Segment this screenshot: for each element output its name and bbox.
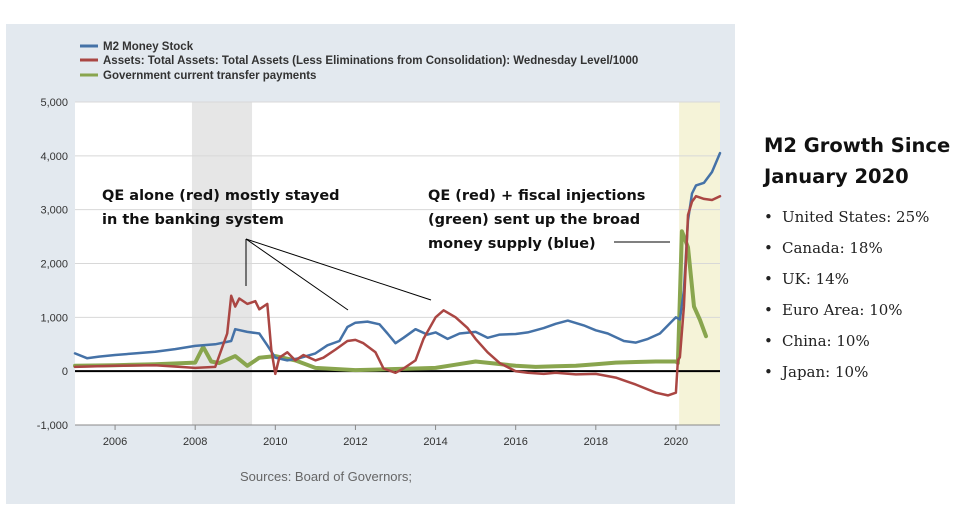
legend-label-m2: M2 Money Stock [103, 41, 194, 53]
list-item-text: Canada: 18% [782, 239, 883, 257]
y-tick-label: -1,000 [37, 420, 68, 432]
series-fed-assets-line [73, 194, 722, 397]
y-tick-label: 1,000 [40, 312, 68, 324]
x-tick-label: 2010 [263, 436, 287, 448]
list-item: • Japan: 10% [764, 363, 869, 381]
x-tick-label: 2014 [423, 436, 447, 448]
list-item: • United States: 25% [764, 208, 930, 226]
m2-growth-title: M2 Growth Since January 2020 [764, 130, 972, 192]
series-transfer-payments-line [73, 229, 708, 373]
m2-growth-panel: M2 Growth Since January 2020 • United Sta… [762, 130, 972, 388]
list-item: • Canada: 18% [764, 239, 883, 257]
annotation-pointer-line [245, 238, 432, 301]
annotation-qe-fiscal: QE (red) + fiscal injections (green) sen… [428, 188, 670, 252]
list-item-text: China: 10% [782, 332, 870, 350]
m2-growth-list: • United States: 25% • Canada: 18% • UK: 14… [762, 202, 972, 388]
legend: M2 Money Stock Assets: Total Assets: Tot… [80, 41, 638, 82]
annotation-qe-alone: QE alone (red) mostly stayed in the bank… [102, 188, 432, 311]
list-item: • UK: 14% [764, 270, 850, 288]
legend-label-fed-assets: Assets: Total Assets: Total Assets (Less… [103, 55, 638, 67]
y-tick-label: 3,000 [40, 205, 68, 217]
line-chart: 5,000 4,000 3,000 2,000 1,000 0 -1,000 2006 2008… [6, 24, 735, 504]
list-item-text: UK: 14% [782, 270, 850, 288]
list-item: • Euro Area: 10% [764, 301, 903, 319]
y-tick-label: 5,000 [40, 97, 68, 109]
y-tick-label: 2,000 [40, 259, 68, 271]
annotation-qe-fiscal-line-2: (green) sent up the broad [428, 212, 640, 228]
series-lines [73, 151, 722, 397]
x-tick-label: 2006 [103, 436, 127, 448]
annotation-qe-fiscal-line-3: money supply (blue) [428, 236, 596, 252]
y-tick-label: 0 [62, 366, 68, 378]
x-tick-label: 2020 [664, 436, 688, 448]
chart-source: Sources: Board of Governors; [240, 469, 412, 484]
annotation-pointer-line [245, 238, 349, 311]
list-item: • China: 10% [764, 332, 870, 350]
annotation-qe-alone-line-2: in the banking system [102, 212, 284, 228]
legend-label-transfers: Government current transfer payments [103, 70, 316, 82]
x-tick-label: 2016 [503, 436, 527, 448]
list-item-text: United States: 25% [782, 208, 930, 226]
annotation-qe-alone-line-1: QE alone (red) mostly stayed [102, 188, 340, 204]
annotation-qe-fiscal-line-1: QE (red) + fiscal injections [428, 188, 645, 204]
x-tick-label: 2018 [584, 436, 608, 448]
list-item-text: Japan: 10% [782, 363, 869, 381]
y-tick-label: 4,000 [40, 151, 68, 163]
axis-ticks: 5,000 4,000 3,000 2,000 1,000 0 -1,000 2006 2008… [37, 97, 688, 448]
x-tick-label: 2012 [343, 436, 367, 448]
m2-growth-title-line-1: M2 Growth Since [764, 134, 951, 157]
chart-panel: 5,000 4,000 3,000 2,000 1,000 0 -1,000 2006 2008… [6, 24, 735, 504]
x-tick-label: 2008 [183, 436, 207, 448]
series-m2-line [73, 151, 722, 362]
list-item-text: Euro Area: 10% [782, 301, 903, 319]
m2-growth-title-line-2: January 2020 [764, 165, 909, 188]
